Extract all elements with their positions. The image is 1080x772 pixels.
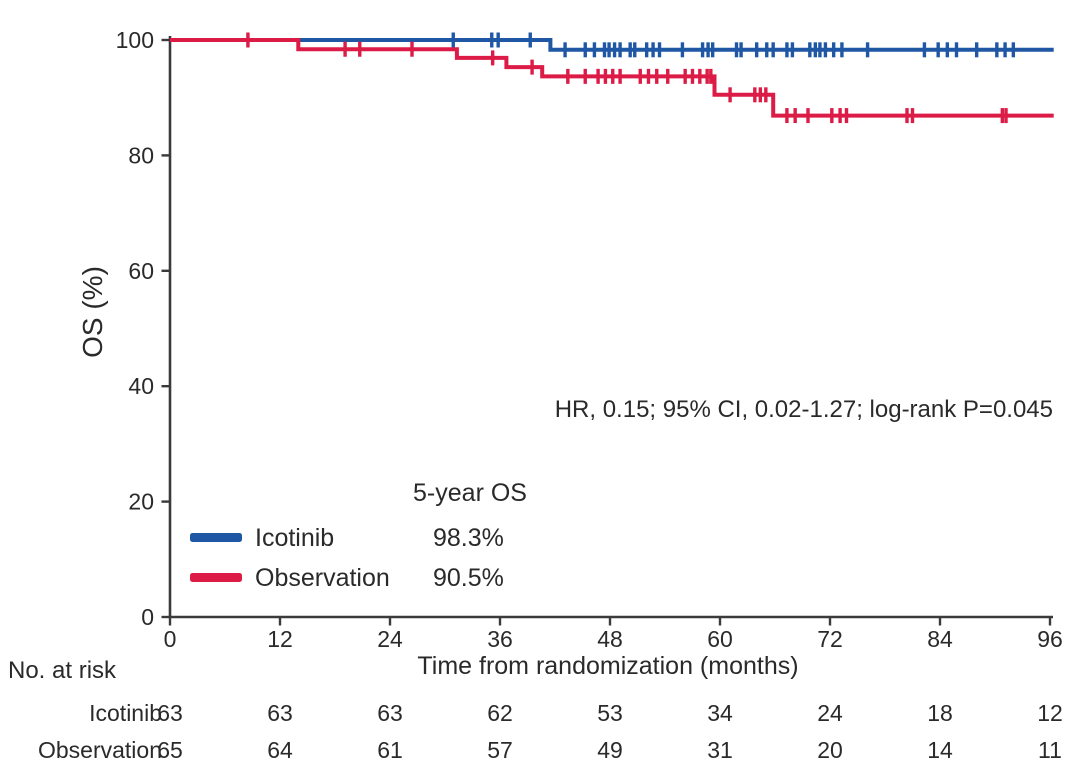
- legend-swatch-icotinib: [190, 533, 242, 542]
- risk-count: 12: [1037, 700, 1063, 726]
- x-tick-label: 24: [377, 626, 403, 652]
- x-tick-label: 60: [707, 626, 733, 652]
- risk-row-label-icotinib: Icotinib: [89, 700, 162, 726]
- legend-label-observation: Observation: [255, 564, 390, 592]
- y-tick-label: 80: [128, 142, 154, 168]
- x-tick-label: 96: [1037, 626, 1063, 652]
- risk-row-label-observation: Observation: [37, 737, 162, 763]
- legend-swatch-observation: [190, 573, 242, 582]
- x-axis-title: Time from randomization (months): [417, 652, 799, 680]
- risk-count: 11: [1038, 737, 1062, 763]
- survival-curve-icotinib: [170, 38, 1054, 52]
- risk-count: 62: [487, 700, 513, 726]
- legend-label-icotinib: Icotinib: [255, 524, 335, 552]
- risk-count: 24: [817, 700, 843, 726]
- x-tick-label: 72: [817, 626, 843, 652]
- y-tick-label: 20: [128, 489, 154, 515]
- y-tick-label: 0: [141, 604, 154, 630]
- risk-count: 34: [707, 700, 733, 726]
- risk-count: 65: [157, 737, 183, 763]
- legend-value-observation: 90.5%: [433, 564, 504, 592]
- risk-count: 20: [817, 737, 843, 763]
- x-tick-label: 12: [267, 626, 293, 652]
- risk-count: 49: [597, 737, 623, 763]
- risk-count: 61: [377, 737, 403, 763]
- legend-header: 5-year OS: [413, 479, 527, 507]
- y-tick-label: 100: [116, 27, 154, 53]
- risk-count: 64: [267, 737, 293, 763]
- x-tick-label: 84: [927, 626, 953, 652]
- risk-count: 31: [707, 737, 733, 763]
- risk-count: 53: [597, 700, 623, 726]
- risk-count: 57: [487, 737, 513, 763]
- y-tick-label: 60: [128, 258, 154, 284]
- risk-table-title: No. at risk: [8, 657, 117, 684]
- risk-count: 18: [927, 700, 953, 726]
- risk-count: 14: [927, 737, 953, 763]
- x-tick-label: 0: [164, 626, 177, 652]
- y-axis-title: OS (%): [77, 266, 108, 358]
- hr-stats-annotation: HR, 0.15; 95% CI, 0.02-1.27; log-rank P=…: [554, 396, 1053, 423]
- risk-count: 63: [157, 700, 183, 726]
- y-tick-label: 40: [128, 373, 154, 399]
- x-tick-label: 36: [487, 626, 513, 652]
- legend-value-icotinib: 98.3%: [433, 524, 504, 552]
- survival-curve-observation: [170, 38, 1054, 118]
- risk-count: 63: [267, 700, 293, 726]
- x-tick-label: 48: [597, 626, 623, 652]
- risk-count: 63: [377, 700, 403, 726]
